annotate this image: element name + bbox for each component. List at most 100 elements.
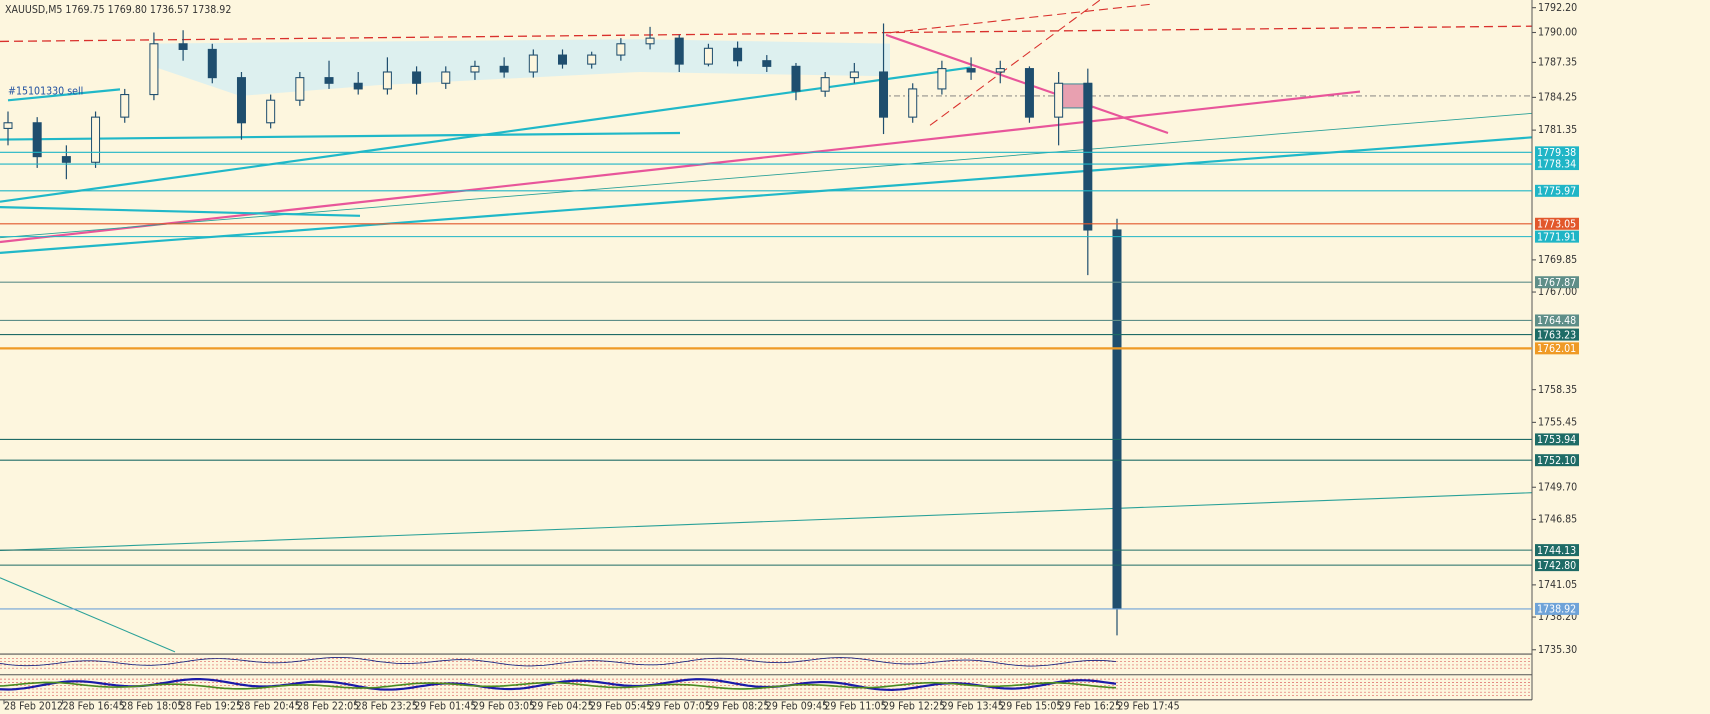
candle-body <box>1024 68 1034 118</box>
price-level-label: 1764.48 <box>1537 316 1576 327</box>
x-tick-label: 29 Feb 17:45 <box>1117 701 1179 712</box>
x-tick-label: 29 Feb 12:25 <box>883 701 945 712</box>
price-level-tag <box>1535 230 1579 243</box>
x-tick-label: 29 Feb 16:25 <box>1059 701 1121 712</box>
x-tick-label: 28 Feb 18:05 <box>121 701 183 712</box>
price-level-tag <box>1535 328 1579 341</box>
price-level-tag <box>1535 602 1579 615</box>
x-tick-label: 28 Feb 19:25 <box>180 701 242 712</box>
price-level-tag <box>1535 342 1579 355</box>
candle-body <box>820 77 830 92</box>
price-level-label: 1775.97 <box>1537 186 1576 197</box>
trend-line <box>0 90 1361 244</box>
candle-body <box>995 68 1005 73</box>
trend-line <box>0 577 176 653</box>
x-tick-label: 28 Feb 16:45 <box>63 701 125 712</box>
candle-body <box>91 116 101 163</box>
order-annotation: #15101330 sell <box>8 86 83 97</box>
trend-line <box>889 3 1151 34</box>
price-level-tag <box>1535 146 1579 159</box>
y-tick-label: 1749.70 <box>1538 482 1577 493</box>
price-level-tag <box>1535 217 1579 230</box>
candle-body <box>528 54 538 73</box>
candle-body <box>236 77 246 124</box>
y-tick-label: 1784.25 <box>1538 92 1577 103</box>
candle-body <box>703 47 713 65</box>
trend-line <box>7 88 121 102</box>
y-tick-label: 1781.35 <box>1538 125 1577 136</box>
x-tick-label: 29 Feb 07:05 <box>649 701 711 712</box>
price-level-tag <box>1535 314 1579 327</box>
candle-body <box>937 68 947 90</box>
price-level-label: 1779.38 <box>1537 148 1576 159</box>
x-tick-label: 28 Feb 20:45 <box>238 701 300 712</box>
candle-body <box>1112 229 1122 610</box>
price-level-label: 1763.23 <box>1537 330 1576 341</box>
y-tick-label: 1746.85 <box>1538 514 1577 525</box>
price-level-tag <box>1535 184 1579 197</box>
price-level-tag <box>1535 454 1579 467</box>
price-level-tag <box>1535 544 1579 557</box>
candle-body <box>149 43 159 96</box>
candle-body <box>207 48 217 79</box>
candle-body <box>32 122 42 158</box>
x-tick-label: 28 Feb 23:25 <box>356 701 418 712</box>
candle-body <box>849 71 859 79</box>
price-level-label: 1767.87 <box>1537 278 1576 289</box>
x-tick-label: 29 Feb 11:05 <box>824 701 886 712</box>
y-tick-label: 1741.05 <box>1538 580 1577 591</box>
candle-body <box>441 71 451 84</box>
trend-line <box>0 131 681 141</box>
price-level-tag <box>1535 158 1579 171</box>
indicator-line <box>0 681 1117 690</box>
candle-body <box>733 47 743 62</box>
price-level-label: 1778.34 <box>1537 159 1576 170</box>
candle-body <box>353 82 363 90</box>
candle-body <box>558 54 567 65</box>
x-tick-label: 29 Feb 13:45 <box>942 701 1004 712</box>
trend-line <box>0 492 1533 552</box>
candle-body <box>499 65 509 73</box>
y-tick-label: 1735.30 <box>1538 645 1577 656</box>
x-tick-label: 29 Feb 01:45 <box>414 701 476 712</box>
price-level-tag <box>1535 559 1579 572</box>
candle-body <box>1054 82 1064 118</box>
x-tick-label: 28 Feb 22:05 <box>297 701 359 712</box>
candle-body <box>587 54 597 65</box>
price-level-label: 1742.80 <box>1537 560 1576 571</box>
candle-body <box>966 68 976 73</box>
candle-body <box>324 77 334 84</box>
x-tick-label: 29 Feb 09:45 <box>766 701 828 712</box>
price-level-label: 1744.13 <box>1537 545 1576 556</box>
candle-body <box>178 43 188 50</box>
trend-line <box>929 0 1101 126</box>
x-tick-label: 29 Feb 08:25 <box>707 701 769 712</box>
indicator-line <box>0 656 1117 667</box>
candle-body <box>266 99 276 124</box>
price-level-label: 1771.91 <box>1537 232 1576 243</box>
candle-body <box>470 65 480 73</box>
candle-body <box>3 122 13 129</box>
y-tick-label: 1758.35 <box>1538 384 1577 395</box>
y-tick-label: 1755.45 <box>1538 417 1577 428</box>
price-level-label: 1762.01 <box>1537 344 1576 355</box>
x-tick-label: 29 Feb 15:05 <box>1000 701 1062 712</box>
price-level-label: 1773.05 <box>1537 219 1576 230</box>
y-tick-label: 1792.20 <box>1538 2 1577 13</box>
candle-body <box>61 156 71 163</box>
candle-body <box>616 43 626 56</box>
candle-body <box>879 71 889 118</box>
candle-body <box>295 77 305 101</box>
chart-title: XAUUSD,M5 1769.75 1769.80 1736.57 1738.9… <box>5 5 231 16</box>
x-tick-label: 28 Feb 2012 <box>4 701 63 712</box>
trend-line <box>0 25 1533 43</box>
candle-body <box>908 88 918 118</box>
y-tick-label: 1790.00 <box>1538 27 1577 38</box>
price-level-tag <box>1535 433 1579 446</box>
price-level-label: 1752.10 <box>1537 456 1576 467</box>
y-tick-label: 1769.85 <box>1538 255 1577 266</box>
trend-line <box>0 206 361 217</box>
trend-line <box>0 136 1533 254</box>
